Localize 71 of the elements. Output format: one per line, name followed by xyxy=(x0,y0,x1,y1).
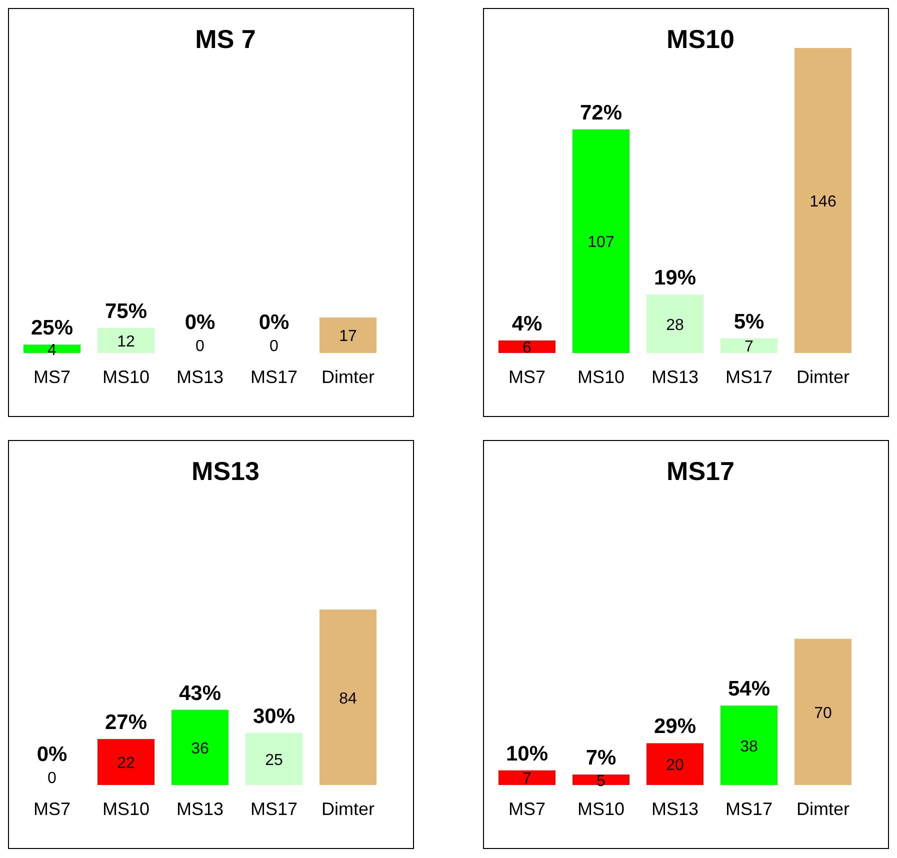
x-tick-label: MS7 xyxy=(508,367,546,387)
bar xyxy=(246,732,302,785)
data-label: 25 xyxy=(265,752,283,769)
chart-title: MS13 xyxy=(192,456,260,486)
data-label: 6 xyxy=(522,340,532,357)
bar xyxy=(98,739,154,785)
annotation: 29% xyxy=(654,715,696,738)
bar xyxy=(720,706,778,785)
annotation: 75% xyxy=(104,300,148,323)
x-tick-label: MS7 xyxy=(33,367,71,387)
data-label: 12 xyxy=(117,333,135,350)
data-label: 0 xyxy=(270,338,279,355)
data-label: 7 xyxy=(744,338,754,356)
annotation: 5% xyxy=(734,310,764,334)
x-tick-label: Dimter xyxy=(322,799,375,819)
x-tick-label: MS13 xyxy=(176,367,224,387)
data-label: 146 xyxy=(810,194,836,210)
x-tick-label: MS7 xyxy=(33,799,71,819)
data-label: 0 xyxy=(48,770,57,787)
annotation: 0% xyxy=(184,311,216,334)
x-tick-label: MS17 xyxy=(725,367,773,387)
annotation: 72% xyxy=(580,101,622,124)
annotation: 7% xyxy=(586,746,616,770)
x-tick-label: MS17 xyxy=(725,799,773,819)
data-label: 28 xyxy=(666,316,684,334)
x-tick-label: MS10 xyxy=(577,799,625,819)
x-tick-label: MS10 xyxy=(577,367,625,387)
data-label: 7 xyxy=(522,770,532,788)
x-tick-label: MS13 xyxy=(651,799,699,819)
annotation: 4% xyxy=(512,312,542,336)
x-tick-label: MS7 xyxy=(508,799,546,819)
bar xyxy=(320,610,376,785)
chart-title: MS17 xyxy=(666,456,734,486)
x-tick-label: Dimter xyxy=(322,367,375,387)
x-tick-label: MS10 xyxy=(102,367,150,387)
data-label: 0 xyxy=(196,338,205,355)
bar xyxy=(498,770,556,785)
annotation: 0% xyxy=(36,743,68,766)
chart-title: MS10 xyxy=(666,24,734,54)
annotation: 30% xyxy=(252,704,296,728)
x-tick-label: MS10 xyxy=(102,799,150,819)
data-label: 36 xyxy=(191,740,209,758)
annotation: 10% xyxy=(506,742,548,766)
x-tick-label: Dimter xyxy=(796,367,850,387)
bar xyxy=(646,294,704,353)
bar xyxy=(498,340,556,353)
bar xyxy=(720,338,778,353)
data-label: 84 xyxy=(339,690,357,708)
x-tick-label: Dimter xyxy=(796,799,850,819)
annotation: 25% xyxy=(30,316,74,340)
x-tick-label: MS17 xyxy=(250,367,298,387)
annotation: 27% xyxy=(104,711,148,734)
x-tick-label: MS17 xyxy=(250,799,298,819)
data-label: 17 xyxy=(339,328,357,346)
annotation: 19% xyxy=(654,266,696,290)
bar xyxy=(794,638,852,785)
data-label: 107 xyxy=(588,234,614,252)
x-tick-label: MS13 xyxy=(651,367,699,387)
bar xyxy=(646,743,704,785)
data-label: 38 xyxy=(740,738,758,756)
bar xyxy=(794,48,852,353)
annotation: 54% xyxy=(728,678,770,701)
data-label: 70 xyxy=(814,704,832,722)
data-label: 20 xyxy=(666,757,684,774)
annotation: 43% xyxy=(178,682,222,705)
annotation: 0% xyxy=(258,311,290,334)
bar xyxy=(172,710,228,785)
chart-title: MS 7 xyxy=(195,24,256,54)
bar xyxy=(572,129,630,353)
x-tick-label: MS13 xyxy=(176,799,224,819)
data-label: 22 xyxy=(117,755,135,772)
